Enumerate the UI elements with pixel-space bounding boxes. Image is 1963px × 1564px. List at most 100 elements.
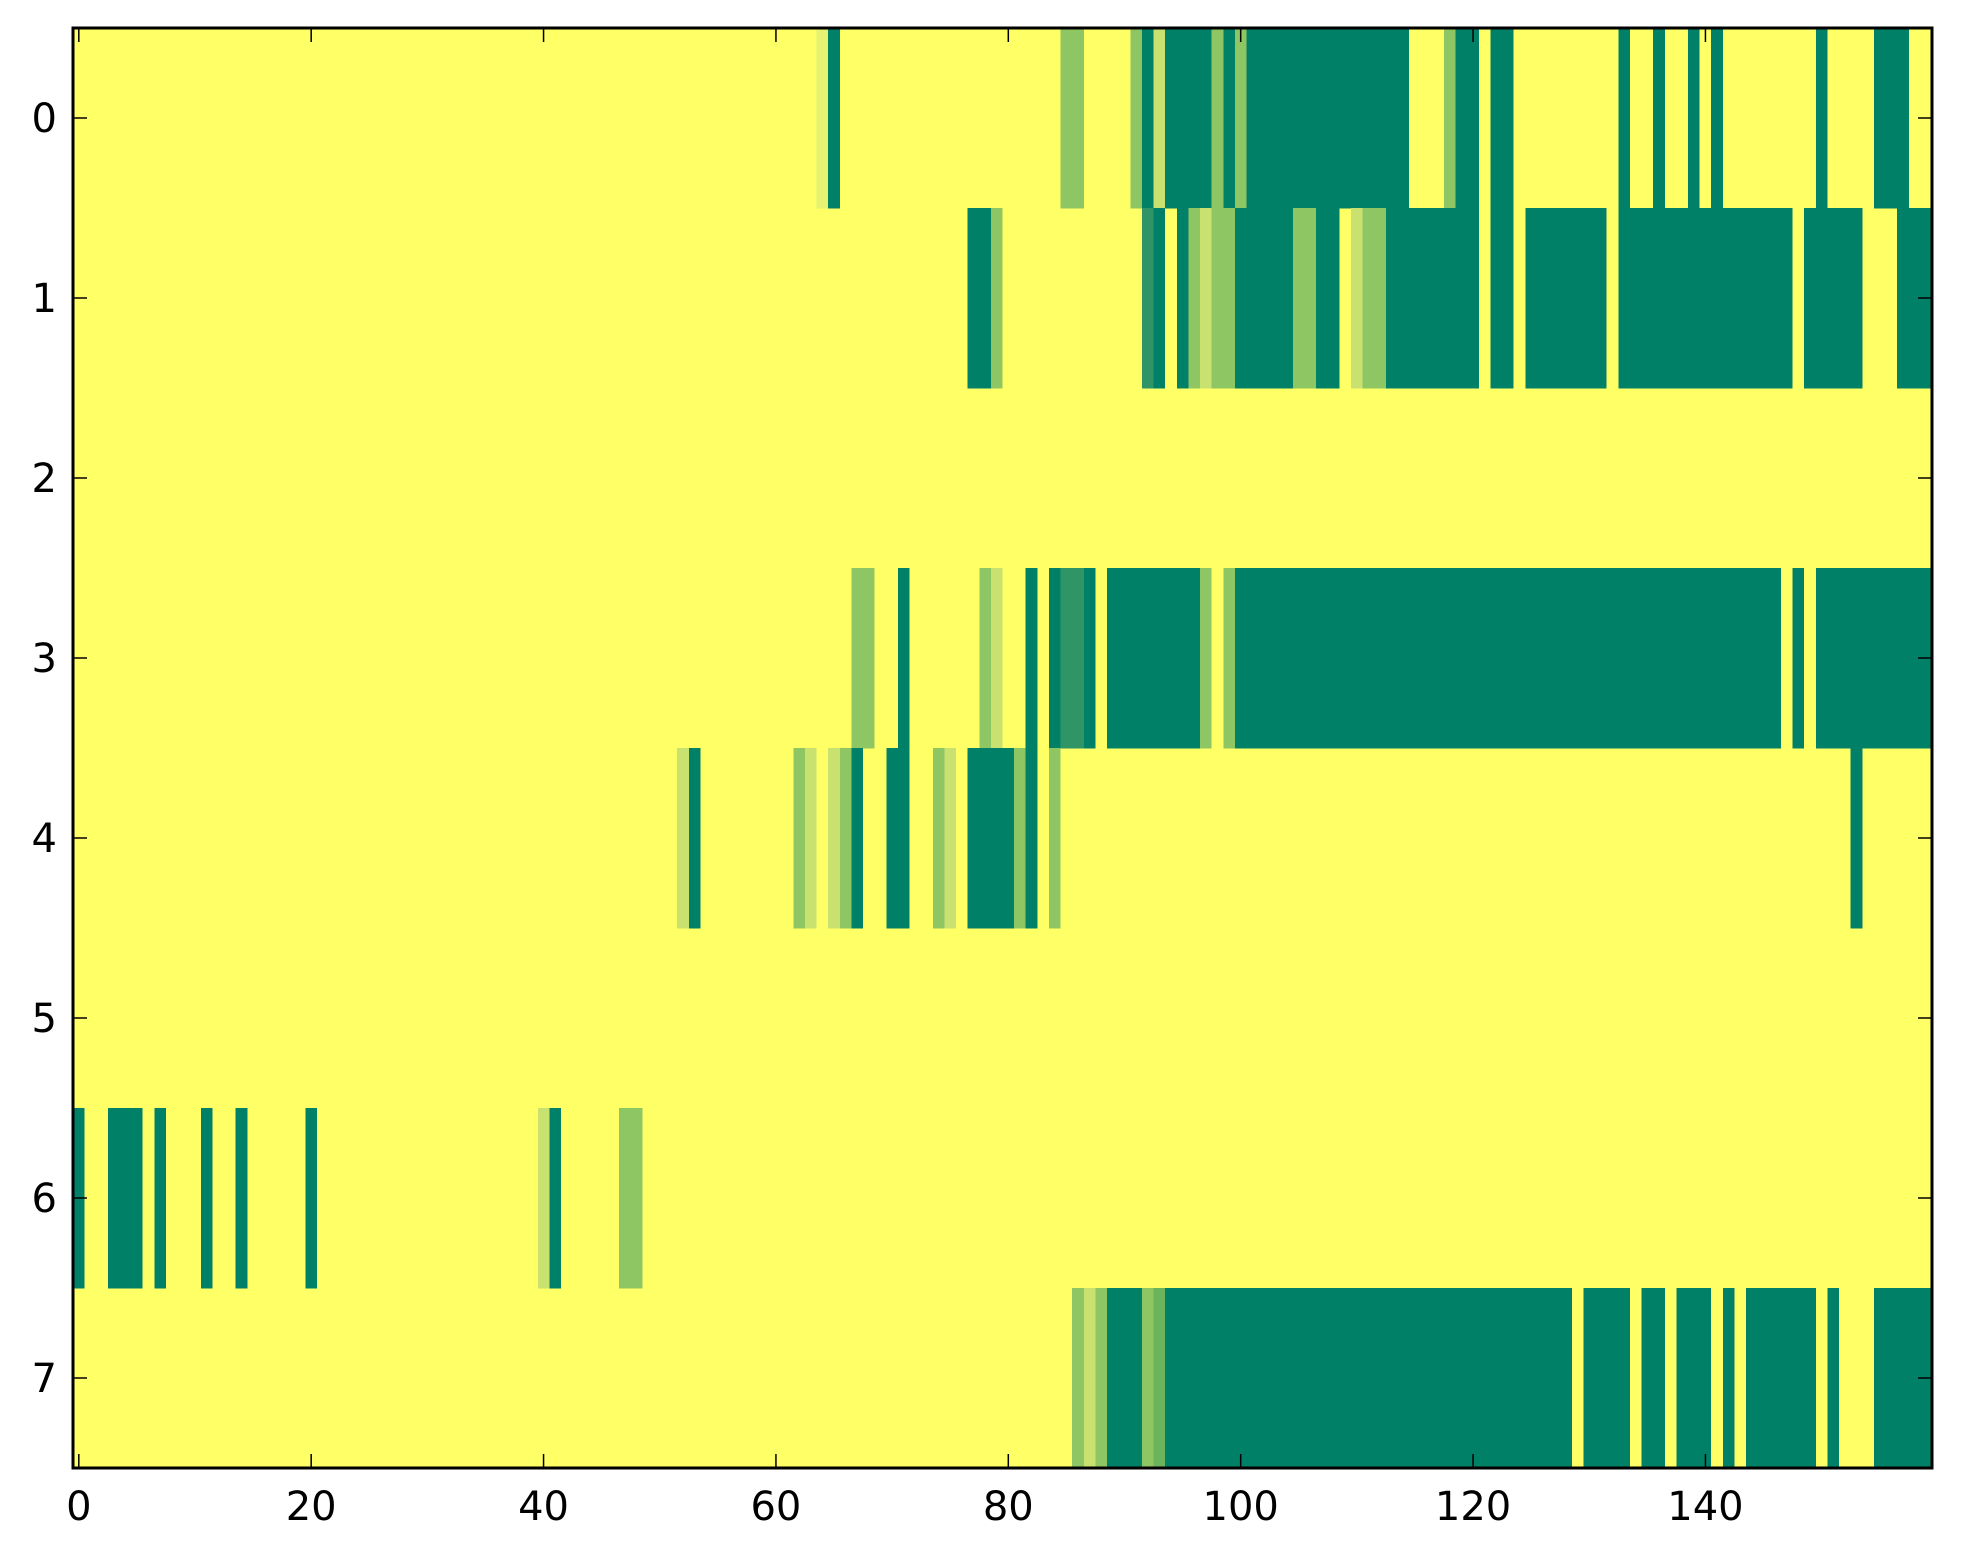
heatmap-cell-r4-s9 [944,748,957,929]
x-tick-label-140: 140 [1667,1484,1743,1530]
heatmap-cell-r3-s7 [1083,568,1096,749]
heatmap-cell-r1-s8 [1234,208,1293,389]
heatmap-cell-r4-s7 [886,748,910,929]
heatmap-cell-r1-s0 [967,208,991,389]
heatmap-cell-r6-s8 [619,1108,631,1289]
heatmap-cell-r1-s17 [1711,208,1793,389]
heatmap-cell-r3-s5 [1048,568,1061,749]
heatmap-cell-r4-s2 [793,748,805,929]
heatmap-cell-r3-s11 [1234,568,1781,749]
heatmap-cell-r4-s8 [932,748,945,929]
heatmap-cell-r6-s6 [537,1108,550,1289]
heatmap-cell-r4-s13 [1048,748,1061,929]
heatmap-cell-r3-s1 [897,568,910,749]
heatmap-cell-r0-s6 [1165,28,1212,209]
heatmap-cell-r1-s13 [1385,208,1479,389]
heatmap-cell-r1-s1 [990,208,1003,389]
heatmap-cell-r0-s16 [1688,28,1700,209]
heatmap-cell-r4-s10 [967,748,1015,929]
heatmap-cell-r1-s11 [1351,208,1363,389]
heatmap-cell-r3-s3 [990,568,1003,749]
heatmap-cell-r0-s18 [1815,28,1828,209]
heatmap-cell-r4-s6 [851,748,864,929]
heatmap-cell-r6-s2 [154,1108,166,1289]
heatmap-cell-r0-s12 [1455,28,1479,209]
heatmap-cell-r3-s13 [1815,568,1932,749]
heatmap-cell-r0-s7 [1211,28,1224,209]
heatmap-cell-r0-s17 [1711,28,1723,209]
heatmap-cell-r6-s3 [200,1108,213,1289]
heatmap-cell-r7-s10 [1722,1288,1735,1469]
heatmap-cell-r6-s4 [235,1108,248,1289]
axes: 0 20 40 60 80 100 120 140 0 1 2 3 4 5 6 7 [32,26,1934,1530]
heatmap-cell-r0-s13 [1490,28,1514,209]
y-tick-label-5: 5 [32,996,57,1042]
heatmap-cell-r3-s6 [1060,568,1084,749]
plot-area [73,28,1932,1469]
y-tick-label-4: 4 [32,816,57,862]
heatmap-cell-r7-s8 [1641,1288,1665,1469]
heatmap-cell-r3-s12 [1792,568,1805,749]
heatmap-cell-r4-s14 [1850,748,1863,929]
y-tick-label-0: 0 [32,96,57,142]
heatmap-cell-r1-s2 [1141,208,1154,389]
heatmap-cell-r7-s9 [1676,1288,1712,1469]
heatmap-cell-r1-s16 [1618,208,1712,389]
heatmap-cell-r4-s12 [1025,748,1038,929]
heatmap-cell-r0-s10 [1246,28,1410,209]
heatmap-cell-r0-s8 [1223,28,1235,209]
heatmap-cell-r0-s9 [1234,28,1247,209]
heatmap-cell-r3-s9 [1200,568,1212,749]
y-tick-label-1: 1 [32,276,57,322]
heatmap-cell-r3-s10 [1223,568,1235,749]
heatmap-cell-r1-s4 [1176,208,1189,389]
heatmap-cell-r7-s4 [1141,1288,1154,1469]
heatmap-cell-r1-s3 [1153,208,1166,389]
heatmap-cell-r3-s2 [979,568,991,749]
heatmap-cell-r7-s5 [1153,1288,1166,1469]
heatmap-cell-r1-s10 [1316,208,1340,389]
heatmap-cell-r7-s1 [1083,1288,1096,1469]
heatmap-cell-r1-s7 [1211,208,1235,389]
heatmap-cell-r6-s1 [107,1108,143,1289]
heatmap-cell-r4-s3 [804,748,817,929]
heatmap-cell-r1-s9 [1292,208,1317,389]
heatmap-cell-r7-s2 [1095,1288,1108,1469]
heatmap-cell-r1-s18 [1804,208,1863,389]
y-tick-label-3: 3 [32,636,57,682]
heatmap-cell-r3-s0 [851,568,875,749]
heatmap-cell-r0-s15 [1653,28,1665,209]
y-tick-label-2: 2 [32,456,57,502]
x-tick-label-80: 80 [983,1484,1034,1530]
heatmap-cell-r0-s14 [1618,28,1630,209]
heatmap-cell-r7-s12 [1827,1288,1840,1469]
heatmap-cell-r6-s5 [305,1108,317,1289]
heatmap-cell-r6-s9 [630,1108,643,1289]
heatmap-cell-r0-s5 [1153,28,1166,209]
heatmap-cell-r0-s0 [816,28,829,209]
heatmap-cell-r3-s8 [1107,568,1201,749]
heatmap-cell-r7-s3 [1107,1288,1142,1469]
y-tick-label-7: 7 [32,1356,57,1402]
x-tick-label-40: 40 [518,1484,569,1530]
heatmap-cell-r4-s1 [688,748,701,929]
heatmap-cell-r0-s2 [1060,28,1084,209]
x-tick-label-100: 100 [1203,1484,1279,1530]
heatmap-cell-r0-s11 [1444,28,1456,209]
heatmap-cell-r7-s0 [1072,1288,1084,1469]
x-tick-label-0: 0 [66,1484,91,1530]
heatmap-cell-r0-s3 [1130,28,1142,209]
heatmap-cell-r7-s6 [1165,1288,1572,1469]
heatmap-cell-r1-s14 [1490,208,1514,389]
heatmap-cell-r0-s19 [1873,28,1909,209]
heatmap-cell-r1-s12 [1362,208,1386,389]
heatmap-cell-r1-s15 [1525,208,1607,389]
heatmap-cell-r4-s4 [828,748,840,929]
plot-frame [71,26,1934,1470]
heatmap-cell-r6-s7 [549,1108,561,1289]
x-tick-label-60: 60 [750,1484,801,1530]
heatmap-cell-r0-s1 [828,28,840,209]
heatmap-cell-r4-s5 [839,748,852,929]
heatmap-cell-r0-s4 [1141,28,1154,209]
